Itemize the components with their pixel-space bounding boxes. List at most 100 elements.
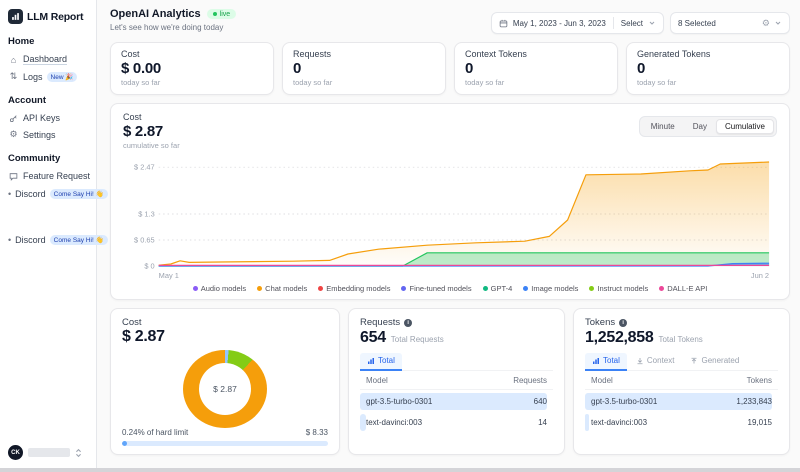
app-logo[interactable]: LLM Report xyxy=(8,9,88,24)
table-row[interactable]: text-davinci:003 19,015 xyxy=(585,413,778,432)
hard-limit-value: $ 8.33 xyxy=(306,428,328,437)
cost-line-chart: $ 2.47$ 1.3$ 0.65$ 0May 1Jun 2 xyxy=(123,152,777,282)
app-title: LLM Report xyxy=(27,11,83,23)
bar-chart-icon xyxy=(367,357,375,365)
chart-granularity-toggle: Minute Day Cumulative xyxy=(639,116,777,137)
section-account: Account xyxy=(8,95,88,106)
user-menu[interactable]: CK xyxy=(8,445,90,460)
requests-card: Requests i 654 Total Requests Total Mode… xyxy=(348,308,565,455)
svg-text:$ 0.65: $ 0.65 xyxy=(134,235,155,244)
legend-item[interactable]: Audio models xyxy=(193,284,246,293)
chat-bubble-icon xyxy=(8,172,19,181)
stat-cards: Cost $ 0.00 today so far Requests 0 toda… xyxy=(110,42,790,95)
card-title: Tokens xyxy=(585,317,615,328)
hard-limit-text: 0.24% of hard limit xyxy=(122,428,188,437)
new-badge: New 🎉 xyxy=(47,72,78,82)
chevron-down-icon xyxy=(648,19,656,27)
sidebar-item-dashboard[interactable]: ⌂ Dashboard xyxy=(8,51,88,68)
models-selected-value: 8 Selected xyxy=(678,19,716,28)
llm-report-logo-icon xyxy=(8,9,23,24)
section-home: Home xyxy=(8,36,88,47)
table-row[interactable]: text-davinci:003 14 xyxy=(360,413,553,432)
date-range-picker[interactable]: May 1, 2023 - Jun 3, 2023 Select xyxy=(491,12,664,34)
cost-chart-card: Cost $ 2.87 cumulative so far Minute Day… xyxy=(110,103,790,300)
hard-limit-progress xyxy=(122,441,328,446)
date-preset-select[interactable]: Select xyxy=(621,19,643,28)
sidebar-item-discord-2[interactable]: • Discord Come Say Hi! 👋 xyxy=(8,232,88,248)
window-bottom-edge xyxy=(0,468,800,472)
legend-item[interactable]: Image models xyxy=(523,284,578,293)
page-header: OpenAI Analytics live Let's see how we'r… xyxy=(110,8,790,34)
legend-item[interactable]: DALL-E API xyxy=(659,284,707,293)
stat-card-generated-tokens: Generated Tokens 0 today so far xyxy=(626,42,790,95)
tab-total[interactable]: Total xyxy=(360,353,402,371)
minute-button[interactable]: Minute xyxy=(642,119,684,134)
model-filter-dropdown[interactable]: 8 Selected ⚙ xyxy=(670,12,790,34)
section-community: Community xyxy=(8,153,88,164)
info-icon[interactable]: i xyxy=(619,319,627,327)
tab-generated[interactable]: Generated xyxy=(683,353,746,371)
discord-badge: Come Say Hi! 👋 xyxy=(50,235,108,245)
stat-card-context-tokens: Context Tokens 0 today so far xyxy=(454,42,618,95)
sidebar-item-logs[interactable]: ⇅ Logs New 🎉 xyxy=(8,68,88,85)
sidebar-item-api-keys[interactable]: API Keys xyxy=(8,110,88,126)
divider xyxy=(613,17,614,29)
card-title: Requests xyxy=(360,317,400,328)
stat-card-requests: Requests 0 today so far xyxy=(282,42,446,95)
donut-center-label: $ 2.87 xyxy=(213,384,237,394)
table-row[interactable]: gpt-3.5-turbo-0301 640 xyxy=(360,392,553,411)
row-highlight xyxy=(360,414,366,431)
key-icon xyxy=(8,114,19,123)
legend-dot-icon xyxy=(401,286,406,291)
legend-item[interactable]: GPT-4 xyxy=(483,284,513,293)
logs-icon: ⇅ xyxy=(8,71,19,82)
card-title: Cost xyxy=(122,317,142,328)
chart-value: $ 2.87 xyxy=(123,123,180,140)
discord-badge: Come Say Hi! 👋 xyxy=(50,189,108,199)
legend-item[interactable]: Embedding models xyxy=(318,284,390,293)
tab-total[interactable]: Total xyxy=(585,353,627,371)
svg-text:$ 0: $ 0 xyxy=(144,261,154,270)
date-range-value: May 1, 2023 - Jun 3, 2023 xyxy=(513,19,606,28)
bottom-cards: Cost $ 2.87 $ 2.87 0.24% of hard limit $… xyxy=(110,308,790,455)
bullet-icon: • xyxy=(8,189,11,199)
tokens-card: Tokens i 1,252,858 Total Tokens Total Co… xyxy=(573,308,790,455)
sidebar: LLM Report Home ⌂ Dashboard ⇅ Logs New 🎉… xyxy=(0,0,97,468)
page-subtitle: Let's see how we're doing today xyxy=(110,23,236,32)
total-tokens-value: 1,252,858 xyxy=(585,329,653,347)
legend-dot-icon xyxy=(523,286,528,291)
gear-icon: ⚙ xyxy=(8,129,19,140)
table-row[interactable]: gpt-3.5-turbo-0301 1,233,843 xyxy=(585,392,778,411)
legend-dot-icon xyxy=(659,286,664,291)
cumulative-button[interactable]: Cumulative xyxy=(716,119,774,134)
legend-dot-icon xyxy=(483,286,488,291)
chart-subtitle: cumulative so far xyxy=(123,141,180,150)
main-content: OpenAI Analytics live Let's see how we'r… xyxy=(97,0,800,468)
legend-item[interactable]: Chat models xyxy=(257,284,307,293)
sidebar-item-settings[interactable]: ⚙ Settings xyxy=(8,126,88,143)
legend-item[interactable]: Instruct models xyxy=(589,284,648,293)
legend-dot-icon xyxy=(318,286,323,291)
expand-icon xyxy=(75,448,82,458)
app-root: LLM Report Home ⌂ Dashboard ⇅ Logs New 🎉… xyxy=(0,0,800,468)
cost-breakdown-card: Cost $ 2.87 $ 2.87 0.24% of hard limit $… xyxy=(110,308,340,455)
row-highlight xyxy=(585,414,589,431)
day-button[interactable]: Day xyxy=(684,119,716,134)
progress-fill xyxy=(122,441,127,446)
card-value: $ 2.87 xyxy=(122,328,328,346)
tab-context[interactable]: Context xyxy=(629,353,682,371)
user-name-skeleton xyxy=(28,448,70,457)
info-icon[interactable]: i xyxy=(404,319,412,327)
cost-donut-chart: $ 2.87 xyxy=(183,350,267,428)
calendar-icon xyxy=(499,19,508,28)
live-badge: live xyxy=(207,9,237,19)
upload-icon xyxy=(690,357,698,365)
sidebar-item-feature-request[interactable]: Feature Request xyxy=(8,168,88,184)
live-dot-icon xyxy=(213,12,217,16)
legend-dot-icon xyxy=(589,286,594,291)
sidebar-item-discord[interactable]: • Discord Come Say Hi! 👋 xyxy=(8,186,88,202)
chart-legend: Audio models Chat models Embedding models F… xyxy=(123,284,777,293)
legend-dot-icon xyxy=(193,286,198,291)
legend-item[interactable]: Fine-tuned models xyxy=(401,284,471,293)
svg-text:Jun 2: Jun 2 xyxy=(751,271,769,280)
